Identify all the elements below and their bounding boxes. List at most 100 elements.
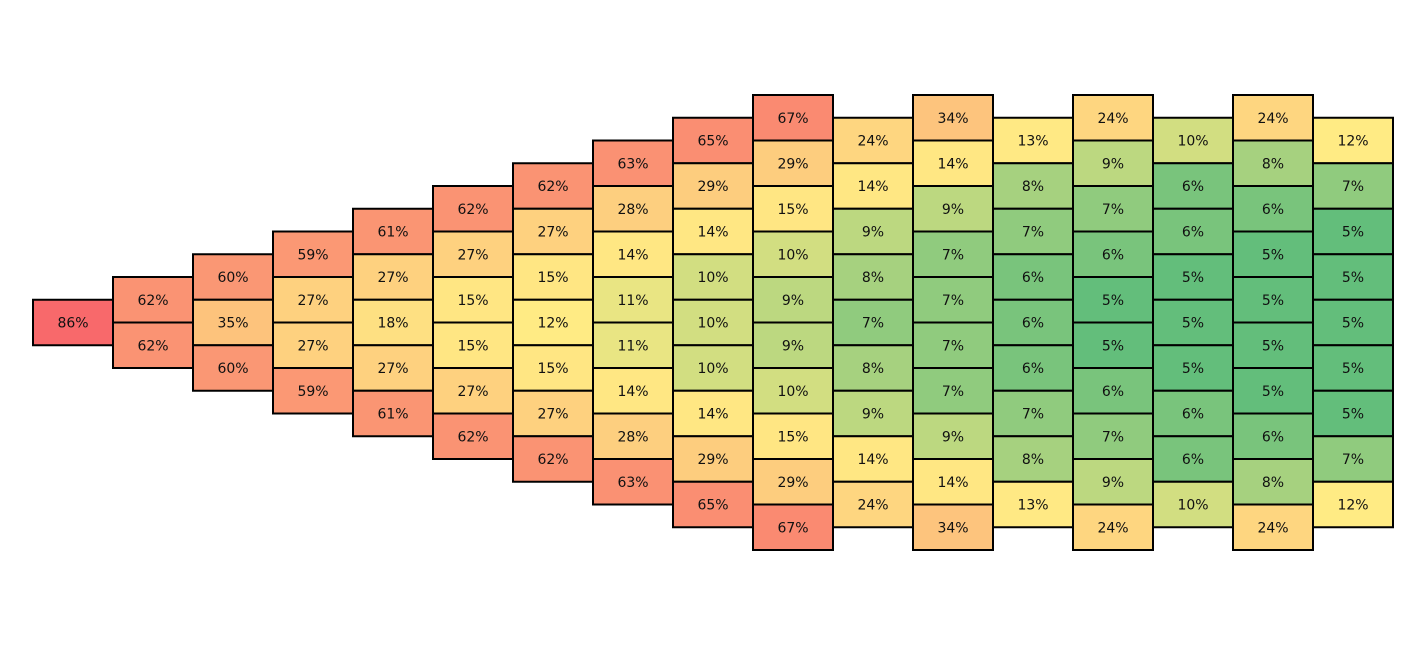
cell-label: 15% <box>537 361 568 377</box>
cell <box>832 116 914 165</box>
cell-label: 7% <box>862 316 884 332</box>
cell <box>1312 480 1394 529</box>
cell <box>912 276 994 324</box>
cell <box>752 276 834 324</box>
cell <box>592 230 674 278</box>
cell <box>832 253 914 301</box>
cell-label: 5% <box>1342 270 1364 286</box>
cell-label: 24% <box>857 498 888 514</box>
cell <box>1312 116 1394 165</box>
cell-label: 65% <box>697 498 728 514</box>
cell-label: 27% <box>297 293 328 309</box>
cell-label: 61% <box>377 407 408 423</box>
cell <box>752 94 834 142</box>
cell <box>1152 162 1234 210</box>
cell-label: 10% <box>777 384 808 400</box>
cell <box>1072 139 1154 187</box>
cell-label: 27% <box>377 270 408 286</box>
cell-label: 5% <box>1102 338 1124 354</box>
cell-label: 67% <box>777 520 808 536</box>
cell-label: 14% <box>697 407 728 423</box>
cell-label: 5% <box>1342 316 1364 332</box>
cell-label: 63% <box>617 156 648 172</box>
cell-label: 62% <box>137 293 168 309</box>
cell-label: 24% <box>1097 111 1128 127</box>
cell-label: 7% <box>1342 179 1364 195</box>
cell-label: 5% <box>1342 407 1364 423</box>
cell-label: 6% <box>1022 270 1044 286</box>
cell <box>672 480 754 529</box>
cell-label: 12% <box>537 316 568 332</box>
cell-label: 6% <box>1182 225 1204 241</box>
cell <box>352 344 434 392</box>
cell-label: 29% <box>697 179 728 195</box>
cell <box>1072 230 1154 278</box>
cell <box>752 503 834 551</box>
cell <box>1152 253 1234 301</box>
cell-label: 27% <box>297 338 328 354</box>
cell <box>912 458 994 506</box>
cell <box>1072 412 1154 460</box>
cell-label: 12% <box>1337 134 1368 150</box>
cell-label: 86% <box>57 316 88 332</box>
cell-label: 15% <box>457 293 488 309</box>
cell-label: 8% <box>1262 475 1284 491</box>
cell-label: 27% <box>457 384 488 400</box>
cell-label: 9% <box>1102 475 1124 491</box>
cell-label: 6% <box>1182 179 1204 195</box>
cell <box>912 412 994 460</box>
cell-label: 65% <box>697 134 728 150</box>
cell-label: 61% <box>377 225 408 241</box>
cell-label: 62% <box>537 452 568 468</box>
cell-label: 18% <box>377 316 408 332</box>
cell-label: 27% <box>537 225 568 241</box>
cell-label: 10% <box>777 247 808 263</box>
cell <box>752 458 834 506</box>
cell-label: 14% <box>617 384 648 400</box>
cell-label: 10% <box>1177 498 1208 514</box>
cell-label: 27% <box>537 407 568 423</box>
cell-label: 5% <box>1182 270 1204 286</box>
cell <box>912 139 994 187</box>
cell-label: 5% <box>1262 247 1284 263</box>
cell-label: 5% <box>1182 361 1204 377</box>
cell <box>912 185 994 233</box>
cell-label: 14% <box>857 452 888 468</box>
cell-label: 15% <box>777 429 808 445</box>
cell-label: 62% <box>457 202 488 218</box>
cell-label: 8% <box>862 270 884 286</box>
cell-label: 60% <box>217 270 248 286</box>
cell-label: 28% <box>617 202 648 218</box>
cell-label: 35% <box>217 316 248 332</box>
cell <box>992 298 1074 347</box>
cell-label: 62% <box>537 179 568 195</box>
cell <box>432 367 514 415</box>
cell-label: 14% <box>617 247 648 263</box>
cell <box>912 230 994 278</box>
cell-label: 59% <box>297 247 328 263</box>
cell-label: 7% <box>1102 429 1124 445</box>
cell-label: 28% <box>617 429 648 445</box>
cell-label: 5% <box>1262 293 1284 309</box>
cell-label: 24% <box>1257 520 1288 536</box>
cell <box>752 230 834 278</box>
cell-label: 9% <box>782 293 804 309</box>
cell-label: 5% <box>1342 361 1364 377</box>
cell <box>272 276 354 324</box>
cell-label: 5% <box>1342 225 1364 241</box>
cell-label: 8% <box>1022 179 1044 195</box>
cell <box>352 253 434 301</box>
cell <box>672 344 754 392</box>
cell <box>1152 344 1234 392</box>
cell-label: 29% <box>777 475 808 491</box>
cell <box>992 207 1074 256</box>
cell-label: 6% <box>1022 361 1044 377</box>
cell-label: 7% <box>942 293 964 309</box>
cell-label: 9% <box>942 202 964 218</box>
cell <box>1232 321 1314 369</box>
cell-label: 10% <box>697 270 728 286</box>
cell-label: 10% <box>1177 134 1208 150</box>
cell-label: 13% <box>1017 134 1048 150</box>
cell <box>992 162 1074 210</box>
